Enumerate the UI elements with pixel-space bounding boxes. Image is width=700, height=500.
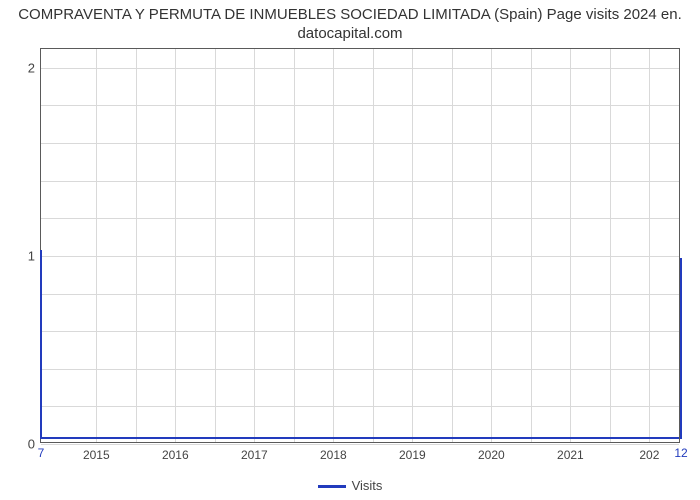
series-spike-label: 12 [674,442,687,460]
series-baseline [41,437,679,439]
vgrid-major [96,49,97,442]
chart-title: COMPRAVENTA Y PERMUTA DE INMUEBLES SOCIE… [0,6,700,44]
visits-chart: COMPRAVENTA Y PERMUTA DE INMUEBLES SOCIE… [0,0,700,500]
series-spike [40,250,42,439]
chart-title-line2: datocapital.com [297,25,402,42]
vgrid-minor [215,49,216,442]
legend-label: Visits [352,478,383,493]
vgrid-major [333,49,334,442]
chart-title-line1: COMPRAVENTA Y PERMUTA DE INMUEBLES SOCIE… [18,6,682,23]
series-spike [680,258,682,440]
x-tick-label: 2020 [478,442,505,462]
vgrid-minor [452,49,453,442]
vgrid-major [254,49,255,442]
vgrid-minor [136,49,137,442]
x-tick-label: 2017 [241,442,268,462]
vgrid-minor [610,49,611,442]
legend-swatch [318,485,346,488]
y-tick-label: 2 [28,60,41,75]
x-tick-label: 2021 [557,442,584,462]
vgrid-minor [373,49,374,442]
vgrid-major [649,49,650,442]
vgrid-major [412,49,413,442]
y-tick-label: 1 [28,248,41,263]
vgrid-major [491,49,492,442]
vgrid-major [175,49,176,442]
legend: Visits [0,478,700,493]
vgrid-minor [531,49,532,442]
x-tick-label: 2015 [83,442,110,462]
vgrid-minor [294,49,295,442]
x-tick-label: 2019 [399,442,426,462]
x-tick-label: 2016 [162,442,189,462]
vgrid-major [570,49,571,442]
series-spike-label: 7 [38,442,45,460]
plot-area: 0122015201620172018201920202021202712 [40,48,680,443]
x-tick-label: 2018 [320,442,347,462]
x-tick-label: 202 [639,442,659,462]
